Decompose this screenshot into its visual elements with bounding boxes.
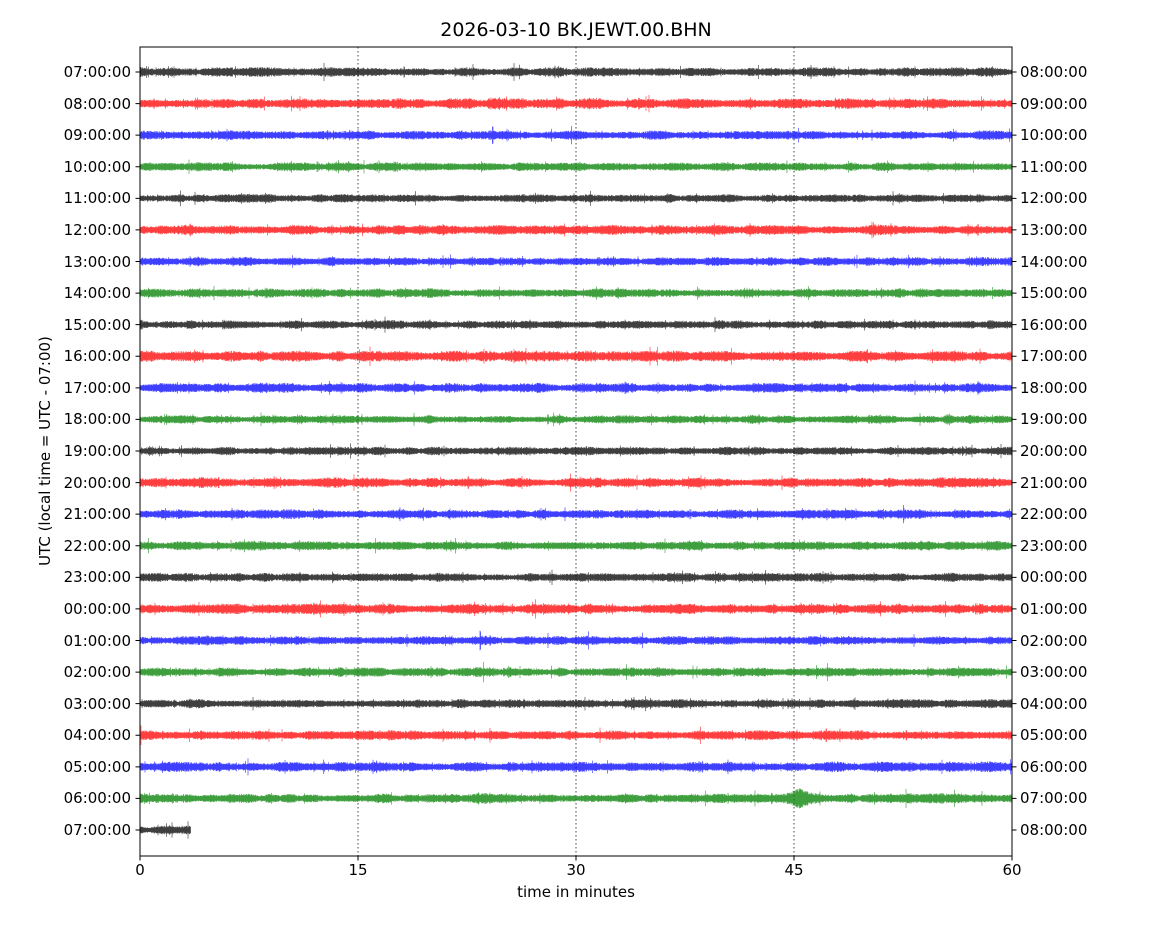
left-time-label: 00:00:00 [63,599,131,618]
left-time-label: 12:00:00 [63,220,131,239]
x-tick-label: 15 [348,861,368,879]
right-time-label: 08:00:00 [1020,63,1088,81]
left-time-label: 13:00:00 [63,252,131,271]
right-time-label: 04:00:00 [1020,694,1088,713]
right-time-label: 10:00:00 [1020,126,1088,145]
right-time-label: 08:00:00 [1020,821,1088,839]
left-time-label: 15:00:00 [63,315,131,334]
left-time-label: 19:00:00 [63,442,131,460]
left-time-label: 08:00:00 [63,94,131,113]
left-time-label: 01:00:00 [63,631,131,650]
right-time-label: 14:00:00 [1020,252,1088,271]
right-time-label: 13:00:00 [1020,220,1088,239]
right-time-label: 09:00:00 [1020,94,1088,113]
left-time-label: 23:00:00 [63,568,131,587]
x-tick-label: 60 [1002,861,1022,879]
right-time-label: 16:00:00 [1020,315,1088,334]
right-time-label: 02:00:00 [1020,631,1088,650]
right-time-label: 22:00:00 [1020,505,1088,524]
left-time-label: 22:00:00 [63,536,131,555]
left-time-label: 03:00:00 [63,694,131,713]
right-time-label: 03:00:00 [1020,663,1088,682]
x-tick-label: 45 [784,861,804,879]
left-time-label: 17:00:00 [63,378,131,397]
right-time-label: 01:00:00 [1020,599,1088,618]
left-time-label: 07:00:00 [63,821,131,839]
right-time-label: 20:00:00 [1020,442,1088,460]
left-time-label: 07:00:00 [63,63,131,81]
right-time-label: 05:00:00 [1020,726,1088,745]
right-time-label: 23:00:00 [1020,536,1088,555]
left-time-label: 11:00:00 [63,189,131,208]
left-time-label: 18:00:00 [63,410,131,429]
left-time-label: 06:00:00 [63,789,131,808]
left-time-label: 10:00:00 [63,157,131,176]
left-time-label: 21:00:00 [63,505,131,524]
right-time-label: 12:00:00 [1020,189,1088,208]
left-time-label: 14:00:00 [63,284,131,303]
right-time-label: 06:00:00 [1020,757,1088,776]
left-time-label: 02:00:00 [63,663,131,682]
right-time-label: 19:00:00 [1020,410,1088,429]
left-time-label: 09:00:00 [63,126,131,145]
left-time-label: 20:00:00 [63,473,131,492]
right-time-label: 18:00:00 [1020,378,1088,397]
x-tick-label: 30 [566,861,586,879]
left-time-label: 04:00:00 [63,726,131,745]
right-time-label: 15:00:00 [1020,284,1088,303]
x-tick-label: 0 [135,861,145,879]
left-time-label: 16:00:00 [63,347,131,366]
right-time-label: 17:00:00 [1020,347,1088,366]
x-axis-label: time in minutes [517,883,635,901]
left-time-label: 05:00:00 [63,757,131,776]
right-time-label: 00:00:00 [1020,568,1088,587]
right-time-label: 07:00:00 [1020,789,1088,808]
page-title: 2026-03-10 BK.JEWT.00.BHN [440,19,712,41]
right-time-label: 21:00:00 [1020,473,1088,492]
right-time-label: 11:00:00 [1020,157,1088,176]
